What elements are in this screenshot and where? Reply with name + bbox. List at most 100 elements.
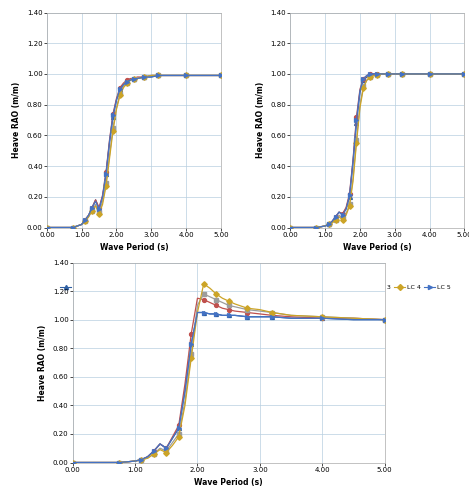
LC 5 <box>340 212 345 218</box>
LC 4 <box>96 210 102 216</box>
LC 2 <box>368 71 373 77</box>
LC 1 <box>326 222 332 228</box>
LC 2 <box>135 74 140 80</box>
LC 2 <box>244 310 250 316</box>
LC 4 <box>157 446 163 452</box>
LC 5 <box>117 460 122 466</box>
LC 1 <box>61 224 67 230</box>
LC 5 <box>89 204 95 210</box>
LC 3 <box>79 222 84 228</box>
LC 1 <box>368 72 373 78</box>
LC 4 <box>117 92 123 98</box>
LC 3 <box>319 314 325 320</box>
LC 3 <box>213 296 219 302</box>
LC 5 <box>232 312 238 318</box>
LC 3 <box>117 460 122 466</box>
LC 4 <box>61 224 67 230</box>
LC 4 <box>148 72 154 78</box>
LC 1 <box>113 97 119 103</box>
LC 3 <box>357 102 363 107</box>
LC 3 <box>257 308 263 314</box>
LC 1 <box>382 316 387 322</box>
LC 5 <box>219 312 225 318</box>
LC 4 <box>70 460 76 466</box>
LC 5 <box>182 388 188 394</box>
LC 2 <box>183 72 189 78</box>
LC 2 <box>361 76 366 82</box>
LC 4 <box>333 217 339 223</box>
LC 2 <box>207 300 213 306</box>
LC 5 <box>343 206 349 212</box>
Line: LC 1: LC 1 <box>71 310 386 464</box>
LC 3 <box>219 300 225 306</box>
LC 2 <box>166 72 172 78</box>
LC 1 <box>117 86 123 92</box>
LC 4 <box>70 224 76 230</box>
LC 5 <box>287 224 293 230</box>
LC 1 <box>135 76 140 82</box>
LC 4 <box>163 450 169 456</box>
LC 3 <box>93 202 98 207</box>
LC 5 <box>131 76 136 82</box>
LC 2 <box>83 217 88 223</box>
LC 3 <box>142 74 147 80</box>
LC 3 <box>340 216 345 222</box>
LC 2 <box>305 224 310 230</box>
Text: (a): (a) <box>126 309 142 319</box>
LC 2 <box>461 71 467 77</box>
LC 1 <box>218 72 224 78</box>
LC 1 <box>195 310 200 316</box>
LC 1 <box>132 458 138 464</box>
LC 1 <box>142 74 147 80</box>
LC 2 <box>213 302 219 308</box>
LC 2 <box>70 224 76 230</box>
LC 3 <box>151 451 157 457</box>
Line: LC 4: LC 4 <box>288 72 466 230</box>
LC 2 <box>382 316 387 322</box>
LC 4 <box>350 315 356 321</box>
LC 2 <box>444 71 450 77</box>
LC 3 <box>89 208 95 214</box>
LC 1 <box>219 312 225 318</box>
LC 2 <box>103 169 109 175</box>
LC 2 <box>226 306 232 312</box>
LC 3 <box>70 224 76 230</box>
LC 4 <box>113 106 119 112</box>
LC 5 <box>96 206 102 212</box>
Legend: LC 1, LC 2, LC 3, LC 4, LC 5: LC 1, LC 2, LC 3, LC 4, LC 5 <box>58 282 210 292</box>
LC 1 <box>163 445 169 451</box>
Line: LC 2: LC 2 <box>71 296 386 464</box>
LC 2 <box>110 111 116 117</box>
LC 3 <box>189 351 194 357</box>
LC 1 <box>170 435 175 441</box>
LC 1 <box>70 224 76 230</box>
LC 3 <box>100 198 106 204</box>
Line: LC 3: LC 3 <box>71 292 386 464</box>
LC 1 <box>121 82 126 87</box>
LC 3 <box>128 77 133 83</box>
LC 3 <box>166 72 172 78</box>
LC 5 <box>350 158 356 164</box>
LC 2 <box>287 224 293 230</box>
LC 3 <box>83 218 88 224</box>
LC 4 <box>79 222 84 228</box>
Y-axis label: Heave RAO (m/m): Heave RAO (m/m) <box>12 82 22 158</box>
LC 2 <box>86 212 91 218</box>
LC 3 <box>444 71 450 77</box>
LC 3 <box>287 224 293 230</box>
LC 4 <box>368 74 373 80</box>
LC 4 <box>189 355 194 361</box>
LC 3 <box>183 72 189 78</box>
LC 4 <box>213 291 219 297</box>
LC 4 <box>201 281 206 287</box>
LC 5 <box>176 425 182 431</box>
LC 3 <box>329 220 335 226</box>
LC 2 <box>148 72 154 78</box>
LC 2 <box>347 190 352 196</box>
LC 5 <box>132 458 138 464</box>
LC 2 <box>314 224 319 230</box>
LC 1 <box>166 72 172 78</box>
LC 2 <box>70 460 76 466</box>
LC 5 <box>166 72 172 78</box>
LC 5 <box>145 454 151 460</box>
